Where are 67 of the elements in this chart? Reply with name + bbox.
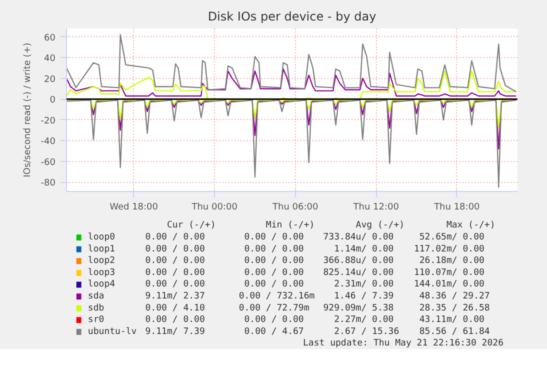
text: 825.14u/ 0.00 <box>323 268 394 278</box>
legend-label: loop1 <box>88 244 116 254</box>
text: Max (-/+) <box>446 220 496 231</box>
text: 85.56 / 61.84 <box>419 326 490 337</box>
y-tick-label: -60 <box>40 158 56 168</box>
chart-title: Disk IOs per device - by day <box>208 10 376 24</box>
text: 0.00 / 732.16m <box>238 292 315 302</box>
y-tick-label: -20 <box>40 116 56 126</box>
text: 9.11m/ 2.37 <box>145 292 205 302</box>
text: 1.14m/ 0.00 <box>334 244 394 254</box>
text: 0.00 / 0.00 <box>244 280 304 290</box>
text: 0.00 / 0.00 <box>244 315 304 326</box>
text: 2.67 / 15.36 <box>334 326 400 337</box>
legend-label: loop2 <box>88 256 116 266</box>
text: 0.00 / 0.00 <box>244 256 304 266</box>
x-tick-label: Thu 12:00 <box>352 202 400 212</box>
legend-label: ubuntu-lv <box>88 326 137 337</box>
line-series <box>66 100 517 188</box>
text: 929.09m/ 5.38 <box>323 303 394 314</box>
text: 0.00 / 0.00 <box>244 232 304 242</box>
legend-label: loop3 <box>88 268 116 278</box>
x-tick-label: Thu 00:00 <box>190 202 238 212</box>
text: 0.00 / 0.00 <box>145 315 205 326</box>
text: Min (-/+) <box>266 220 315 231</box>
x-tick-label: Thu 18:00 <box>433 202 480 212</box>
legend-label: sda <box>88 292 104 302</box>
legend-label: loop4 <box>88 280 116 290</box>
x-tick-label: Wed 18:00 <box>110 202 158 212</box>
text: 0.00 / 0.00 <box>244 268 304 278</box>
text: 28.35 / 26.58 <box>419 303 490 314</box>
text: 1.46 / 7.39 <box>334 292 394 302</box>
text: 144.01m/ 0.00 <box>414 280 484 290</box>
text: 0.00 / 72.79m <box>238 303 310 314</box>
text: 0.00 / 0.00 <box>145 232 205 242</box>
text: 0.00 / 4.10 <box>145 303 205 314</box>
text: 52.65m/ 0.00 <box>419 232 484 242</box>
legend-label: sr0 <box>88 315 104 326</box>
text: 0.00 / 4.67 <box>244 326 304 337</box>
text: 43.11m/ 0.00 <box>419 315 484 326</box>
text: Cur (-/+) <box>166 220 216 231</box>
text: 0.00 / 0.00 <box>145 244 205 254</box>
y-tick-label: -40 <box>40 137 56 148</box>
text: 2.27m/ 0.00 <box>334 315 394 326</box>
legend-label: sdb <box>88 303 104 314</box>
text: 366.88u/ 0.00 <box>323 256 394 266</box>
x-tick-label: Thu 06:00 <box>272 202 318 212</box>
text: 733.84u/ 0.00 <box>323 232 394 242</box>
text: 0.00 / 0.00 <box>145 256 205 266</box>
y-tick-label: 20 <box>44 74 56 85</box>
text: 9.11m/ 7.39 <box>145 326 205 337</box>
legend-label: loop0 <box>88 232 116 242</box>
text: 117.02m/ 0.00 <box>414 244 484 254</box>
text: 0.00 / 0.00 <box>145 280 205 290</box>
text: Avg (-/+) <box>356 220 405 231</box>
text: Last update: Thu May 21 22:16:30 2026 <box>303 338 504 349</box>
text: 0.00 / 0.00 <box>244 244 304 254</box>
text: 48.36 / 29.27 <box>419 292 490 302</box>
text: 0.00 / 0.00 <box>145 268 205 278</box>
y-tick-label: 40 <box>44 54 56 64</box>
line-series <box>66 34 517 92</box>
text: 2.31m/ 0.00 <box>334 280 394 290</box>
y-tick-label: 60 <box>44 33 56 44</box>
y-tick-label: 0 <box>50 96 56 106</box>
text: 26.18m/ 0.00 <box>419 256 484 266</box>
y-tick-label: -80 <box>40 178 56 189</box>
text: 110.07m/ 0.00 <box>414 268 484 278</box>
y-axis-title: IOs/second read (-) / write (+) <box>22 42 33 178</box>
